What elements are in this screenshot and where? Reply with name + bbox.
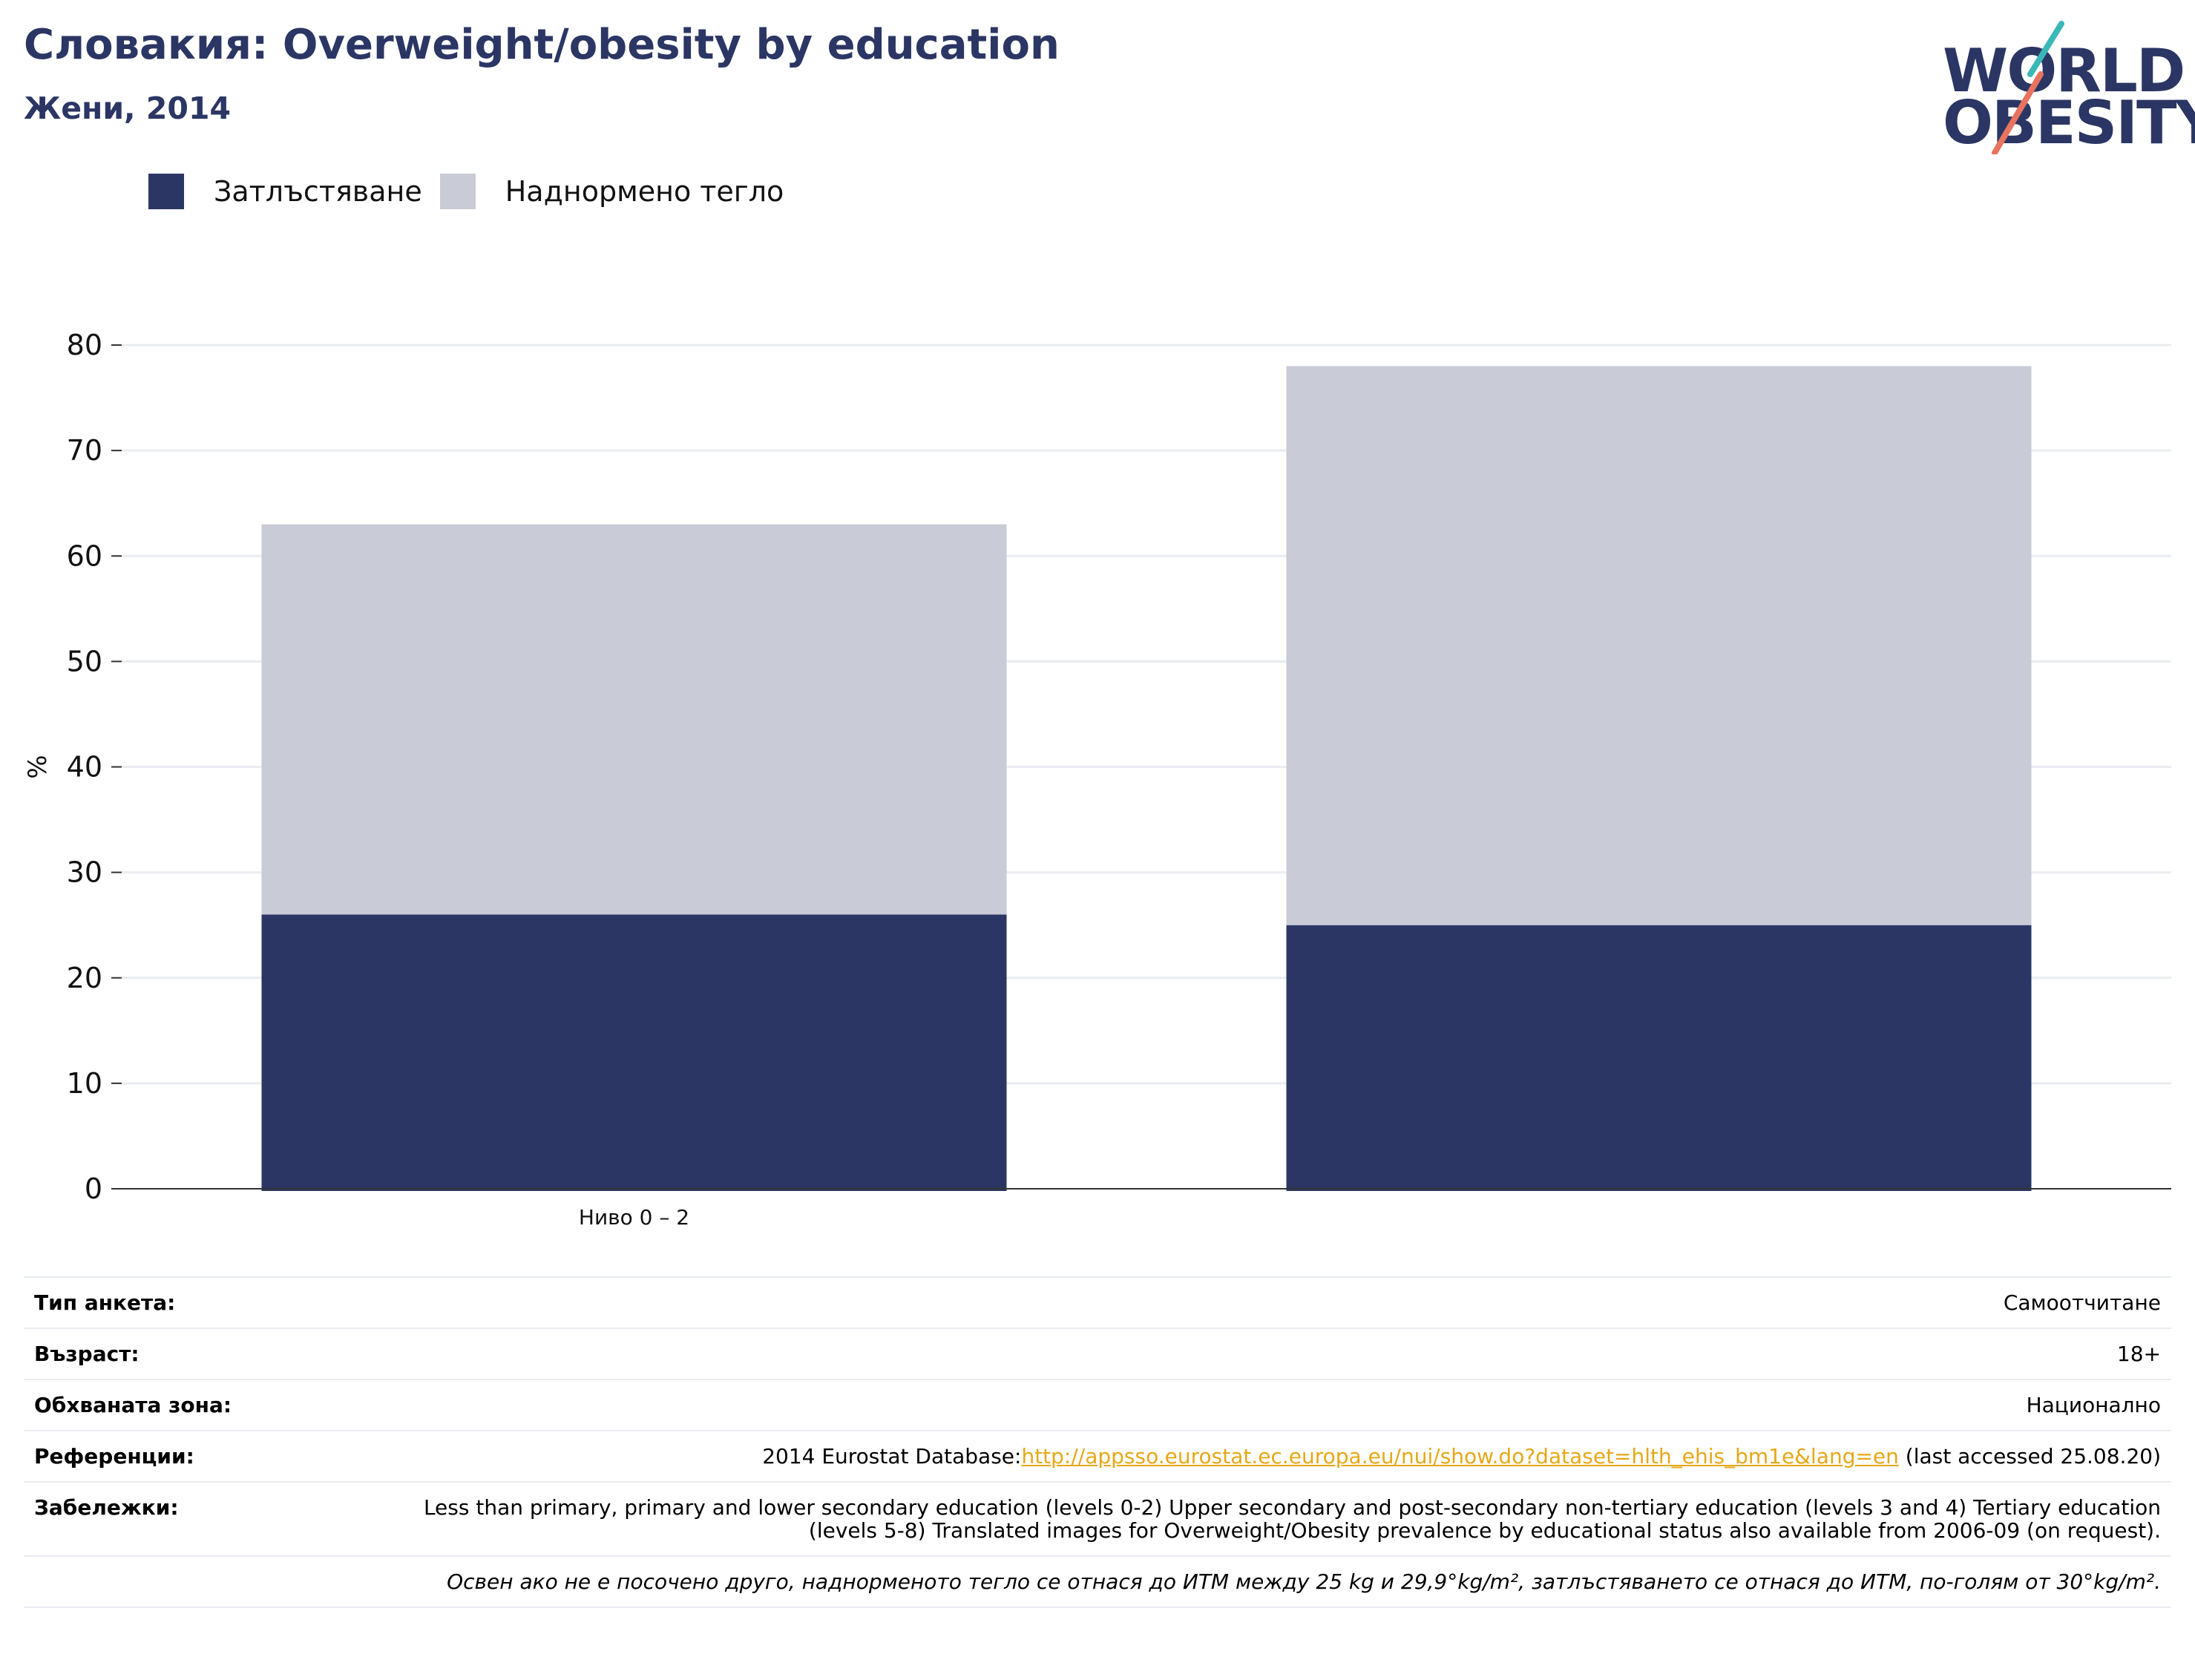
info-value-references: 2014 Eurostat Database:http://appsso.eur… <box>762 1445 2161 1468</box>
y-tick-label-40: 40 <box>67 751 102 784</box>
y-tick-label-0: 0 <box>85 1172 102 1205</box>
info-value-survey-type: Самоотчитане <box>2003 1290 2161 1315</box>
reference-link[interactable]: http://appsso.eurostat.ec.europa.eu/nui/… <box>1021 1444 1899 1469</box>
info-value-age: 18+ <box>2116 1342 2161 1366</box>
info-table: Тип анкета: Самоотчитане Възраст: 18+ Об… <box>24 1276 2171 1608</box>
chart-title: Словакия: Overweight/obesity by educatio… <box>24 21 1060 69</box>
info-row-area: Обхваната зона: Национално <box>24 1380 2171 1431</box>
y-tick-label-10: 10 <box>67 1067 102 1100</box>
chart-legend: Затлъстяване Наднормено тегло <box>148 169 801 214</box>
info-value-notes: Less than primary, primary and lower sec… <box>423 1495 2161 1543</box>
y-axis-ticks: 0 10 20 30 40 50 60 70 80 <box>67 329 122 1205</box>
info-value-area: Национално <box>2026 1393 2161 1417</box>
bar-overweight-0 <box>261 524 1007 915</box>
legend-item-overweight[interactable]: Наднормено тегло <box>439 174 784 209</box>
logo-line-world: WORLD <box>1943 36 2185 105</box>
info-label-area: Обхваната зона: <box>34 1393 232 1417</box>
y-tick-label-20: 20 <box>67 962 102 994</box>
legend-label-overweight: Наднормено тегло <box>505 175 784 208</box>
logo-slash-icon <box>1992 21 2064 154</box>
y-tick-label-70: 70 <box>67 434 102 467</box>
legend-label-obesity: Затлъстяване <box>214 175 422 208</box>
y-tick-label-30: 30 <box>67 856 102 889</box>
reference-suffix: (last accessed 25.08.20) <box>1898 1444 2161 1469</box>
legend-swatch-overweight <box>439 174 476 209</box>
info-row-notes: Забележки: Less than primary, primary an… <box>24 1483 2171 1557</box>
bmi-footnote: Освен ако не е посочено друго, наднормен… <box>24 1557 2171 1608</box>
info-label-survey-type: Тип анкета: <box>34 1290 176 1315</box>
info-label-notes: Забележки: <box>34 1495 179 1520</box>
bar-obesity-1 <box>1286 925 2032 1191</box>
info-row-age: Възраст: 18+ <box>24 1329 2171 1380</box>
world-obesity-logo: WORLD OBESITY <box>1943 21 2195 154</box>
info-label-age: Възраст: <box>34 1342 140 1366</box>
info-row-references: Референции: 2014 Eurostat Database:http:… <box>24 1431 2171 1483</box>
bar-chart: 0 10 20 30 40 50 60 70 80 Ниво 0 – 2 % <box>23 329 2171 1230</box>
y-axis-label: % <box>23 755 53 778</box>
y-tick-label-80: 80 <box>67 329 102 361</box>
legend-swatch-obesity <box>148 174 184 209</box>
bar-obesity-0 <box>261 914 1007 1191</box>
chart-subtitle: Жени, 2014 <box>24 91 232 126</box>
logo-line-obesity: OBESITY <box>1943 88 2195 157</box>
info-row-survey-type: Тип анкета: Самоотчитане <box>24 1278 2171 1329</box>
x-axis-labels: Ниво 0 – 2 <box>579 1205 689 1230</box>
reference-prefix: 2014 Eurostat Database: <box>762 1444 1022 1469</box>
legend-item-obesity[interactable]: Затлъстяване <box>148 174 422 209</box>
bar-overweight-1 <box>1286 366 2032 925</box>
y-tick-label-60: 60 <box>67 539 102 572</box>
y-tick-label-50: 50 <box>67 645 102 677</box>
info-label-references: Референции: <box>34 1444 194 1469</box>
x-category-label-0: Ниво 0 – 2 <box>579 1205 689 1230</box>
chart-bars <box>261 366 2032 1191</box>
